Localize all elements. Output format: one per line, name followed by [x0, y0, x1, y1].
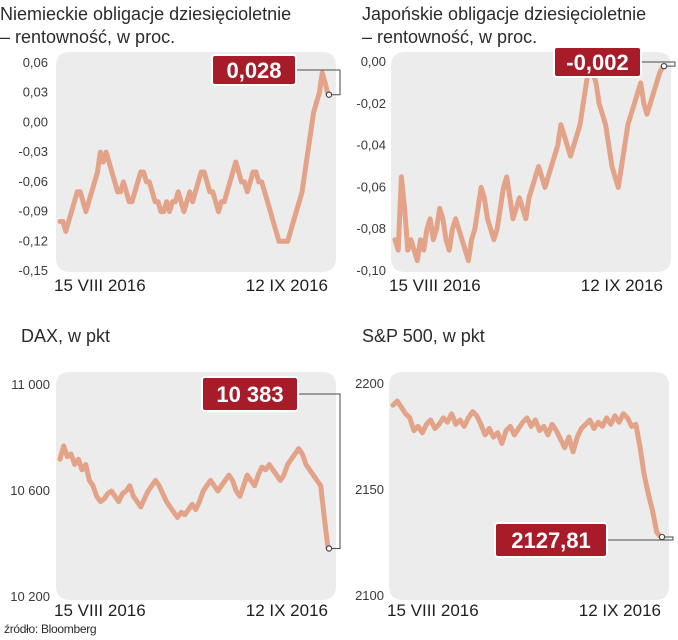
y-tick-label: -0,06: [356, 179, 386, 194]
series-end-marker: [325, 91, 333, 98]
series-line: [392, 59, 666, 264]
series-end-marker: [325, 545, 333, 552]
y-tick-label: 0,06: [23, 55, 48, 70]
plot-area: [56, 372, 336, 600]
y-tick-label: -0,02: [356, 96, 386, 111]
chart-title: Japońskie obligacje dziesięcioletnie – r…: [362, 3, 646, 49]
y-tick-label: -0,08: [356, 221, 386, 236]
chart-title-line-1: S&P 500, w pkt: [362, 326, 485, 346]
chart-svg: 11 000 10 600 10 200 10 383 15 VIII 2016 12 I…: [10, 372, 341, 620]
chart-title-line-1: DAX, w pkt: [21, 326, 111, 346]
y-tick-label: -0,06: [18, 174, 48, 189]
chart-japanese-bonds: Japońskie obligacje dziesięcioletnie – r…: [339, 0, 678, 320]
y-tick-label: 0,03: [23, 85, 48, 100]
last-value-label: 2127,81: [511, 528, 591, 553]
chart-german-bonds: Niemieckie obligacje dziesięcioletnie – …: [0, 0, 341, 320]
x-axis-label-start: 15 VIII 2016: [54, 276, 146, 295]
x-axis-label-end: 12 IX 2016: [581, 276, 663, 295]
chart-title-line-2: – rentowność, w proc.: [0, 27, 176, 47]
series-line: [57, 70, 331, 244]
y-tick-label: 2200: [355, 376, 384, 391]
chart-title: DAX, w pkt: [21, 325, 110, 348]
y-tick-label: -0,12: [18, 233, 48, 248]
x-axis-label-end: 12 IX 2016: [246, 276, 328, 295]
x-axis-label-end: 12 IX 2016: [246, 601, 328, 620]
y-tick-label: -0,15: [18, 263, 48, 278]
x-axis-label-start: 15 VIII 2016: [54, 601, 146, 620]
chart-svg: 0,06 0,03 0,00 -0,03 -0,06 -0,09 -0,12 -0,15 0,0…: [18, 52, 341, 295]
chart-title-line-2: – rentowność, w proc.: [362, 27, 538, 47]
y-tick-label: 0,00: [361, 54, 386, 69]
last-value-callout: [211, 54, 297, 86]
callout-leader: [298, 393, 341, 550]
callout-leader: [296, 69, 341, 96]
y-tick-label: 10 600: [10, 483, 50, 498]
chart-title-line-1: Japońskie obligacje dziesięcioletnie: [362, 4, 647, 24]
y-tick-label: 2100: [355, 588, 384, 603]
last-value-label: 10 383: [216, 382, 283, 407]
y-tick-label: 0,00: [23, 114, 48, 129]
chart-svg: 2200 2150 2100 2127,81 15 VIII 2016 12 IX 201…: [355, 372, 674, 620]
callout-leader: [641, 61, 676, 67]
chart-title: Niemieckie obligacje dziesięcioletnie – …: [0, 3, 291, 49]
y-tick-label: 2150: [355, 482, 384, 497]
last-value-label: 0,028: [226, 58, 281, 83]
last-value-callout: [201, 376, 299, 412]
callout-leader: [607, 536, 674, 541]
plot-area: [389, 372, 669, 600]
series-end-marker: [658, 533, 666, 541]
x-axis-label-start: 15 VIII 2016: [387, 601, 479, 620]
chart-dax: DAX, w pkt 11 000 10 600 10 200 10 383 15 VI…: [0, 320, 341, 620]
y-tick-label: -0,04: [356, 138, 386, 153]
chart-sp500: S&P 500, w pkt 2200 2150 2100 2127,81 15 VII…: [339, 320, 678, 620]
x-axis-label-end: 12 IX 2016: [579, 601, 661, 620]
chart-title-line-1: Niemieckie obligacje dziesięcioletnie: [0, 4, 292, 24]
chart-svg: 0,00 -0,02 -0,04 -0,06 -0,08 -0,10 -0,002 15 VI…: [356, 46, 676, 295]
series-end-marker: [660, 62, 668, 70]
y-tick-label: -0,09: [18, 204, 48, 219]
last-value-callout: [494, 522, 608, 558]
y-tick-label: -0,03: [18, 144, 48, 159]
y-tick-label: 11 000: [11, 377, 50, 392]
source-note: źródło: Bloomberg: [4, 622, 97, 636]
x-axis-label-start: 15 VIII 2016: [389, 276, 481, 295]
last-value-label: -0,002: [566, 50, 628, 75]
y-tick-label: 10 200: [10, 589, 50, 604]
chart-title: S&P 500, w pkt: [362, 325, 485, 348]
last-value-callout: [553, 46, 642, 78]
series-line: [390, 398, 664, 540]
series-line: [57, 443, 331, 551]
y-tick-label: -0,10: [356, 263, 386, 278]
plot-area: [56, 52, 336, 272]
